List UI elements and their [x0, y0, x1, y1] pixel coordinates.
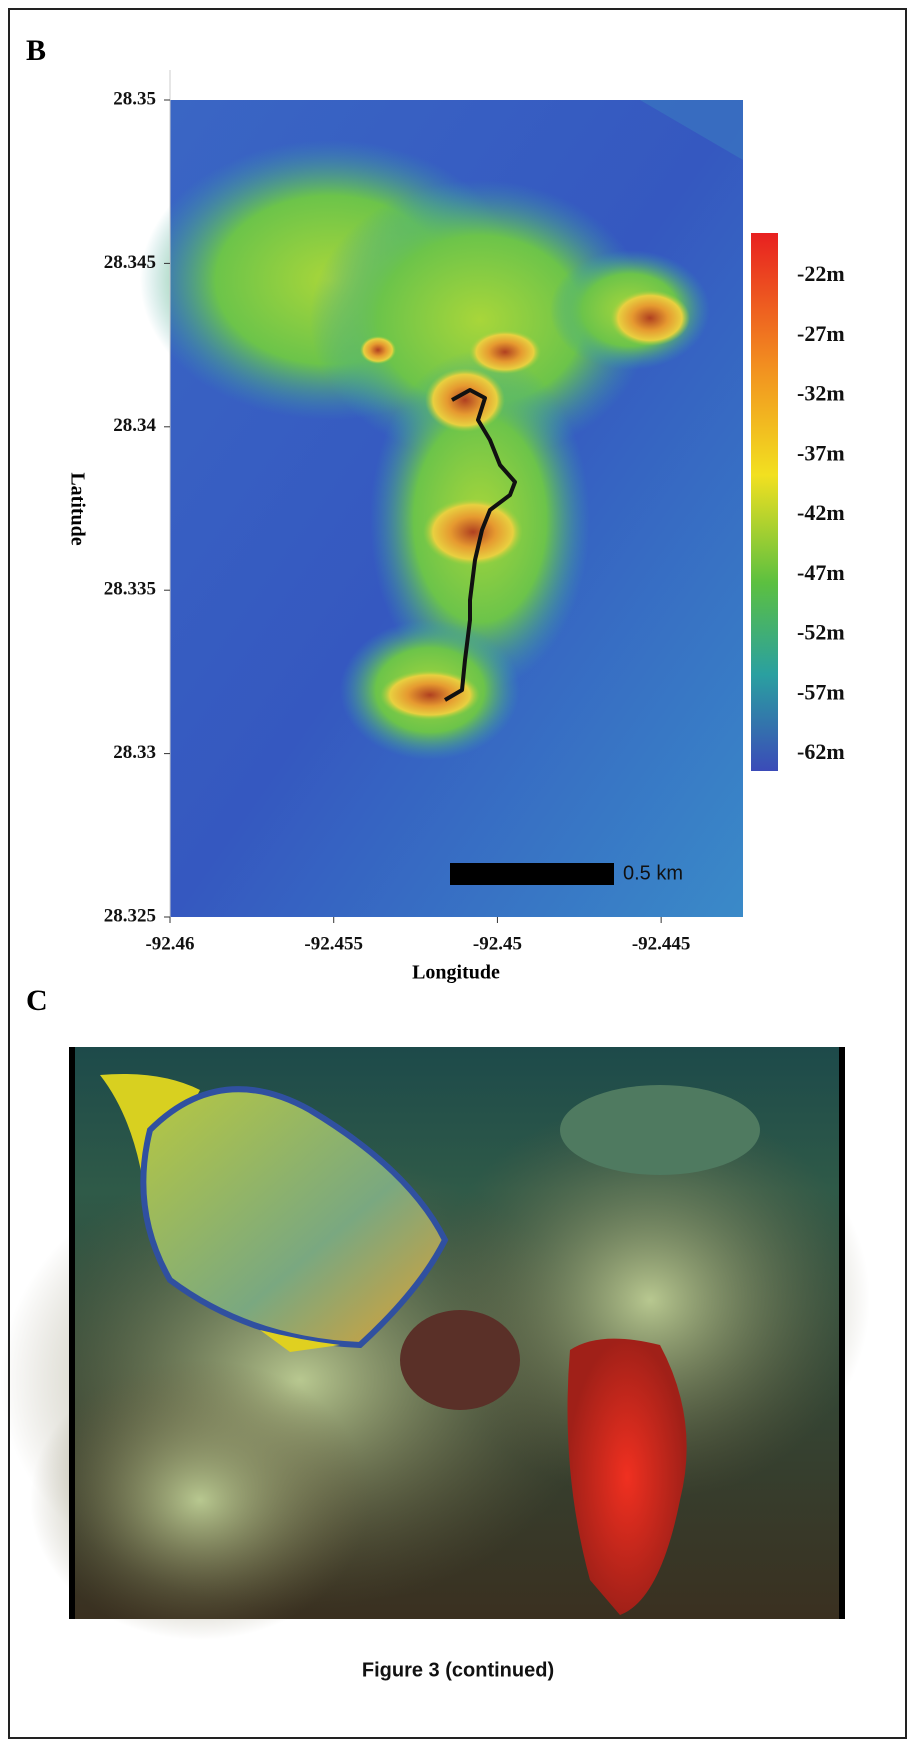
x-tick-label: -92.455: [304, 933, 363, 954]
panel-label: B: [26, 34, 46, 67]
figure-caption: Figure 3 (continued): [362, 1659, 554, 1681]
colorbar-label: -47m: [797, 560, 845, 585]
colorbar-label: -62m: [797, 739, 845, 764]
colorbar: [751, 233, 778, 771]
x-axis-title: Longitude: [412, 962, 500, 984]
y-tick-label: 28.325: [104, 905, 156, 926]
x-tick-label: -92.445: [632, 933, 691, 954]
x-tick-label: -92.45: [473, 933, 522, 954]
y-tick-label: 28.35: [113, 88, 156, 109]
y-tick-label: 28.345: [104, 252, 156, 273]
y-tick-label: 28.335: [104, 579, 156, 600]
colorbar-label: -22m: [797, 261, 845, 286]
y-axis-title: Latitude: [66, 472, 88, 545]
colorbar-label: -37m: [797, 440, 845, 465]
x-tick-label: -92.46: [145, 933, 194, 954]
colorbar-label: -57m: [797, 679, 845, 704]
y-tick-label: 28.33: [113, 742, 156, 763]
colorbar-label: -52m: [797, 620, 845, 645]
colorbar-label: -32m: [797, 381, 845, 406]
scale-bar-label: 0.5 km: [623, 862, 683, 884]
page-frame: [8, 8, 907, 1739]
scale-bar: [450, 863, 614, 885]
y-tick-label: 28.34: [113, 415, 156, 436]
bathymetry-map: 0.5 km: [140, 100, 743, 917]
colorbar-label: -42m: [797, 500, 845, 525]
colorbar-label: -27m: [797, 321, 845, 346]
panel-label: C: [26, 984, 48, 1017]
reef-photo: [0, 1047, 870, 1640]
